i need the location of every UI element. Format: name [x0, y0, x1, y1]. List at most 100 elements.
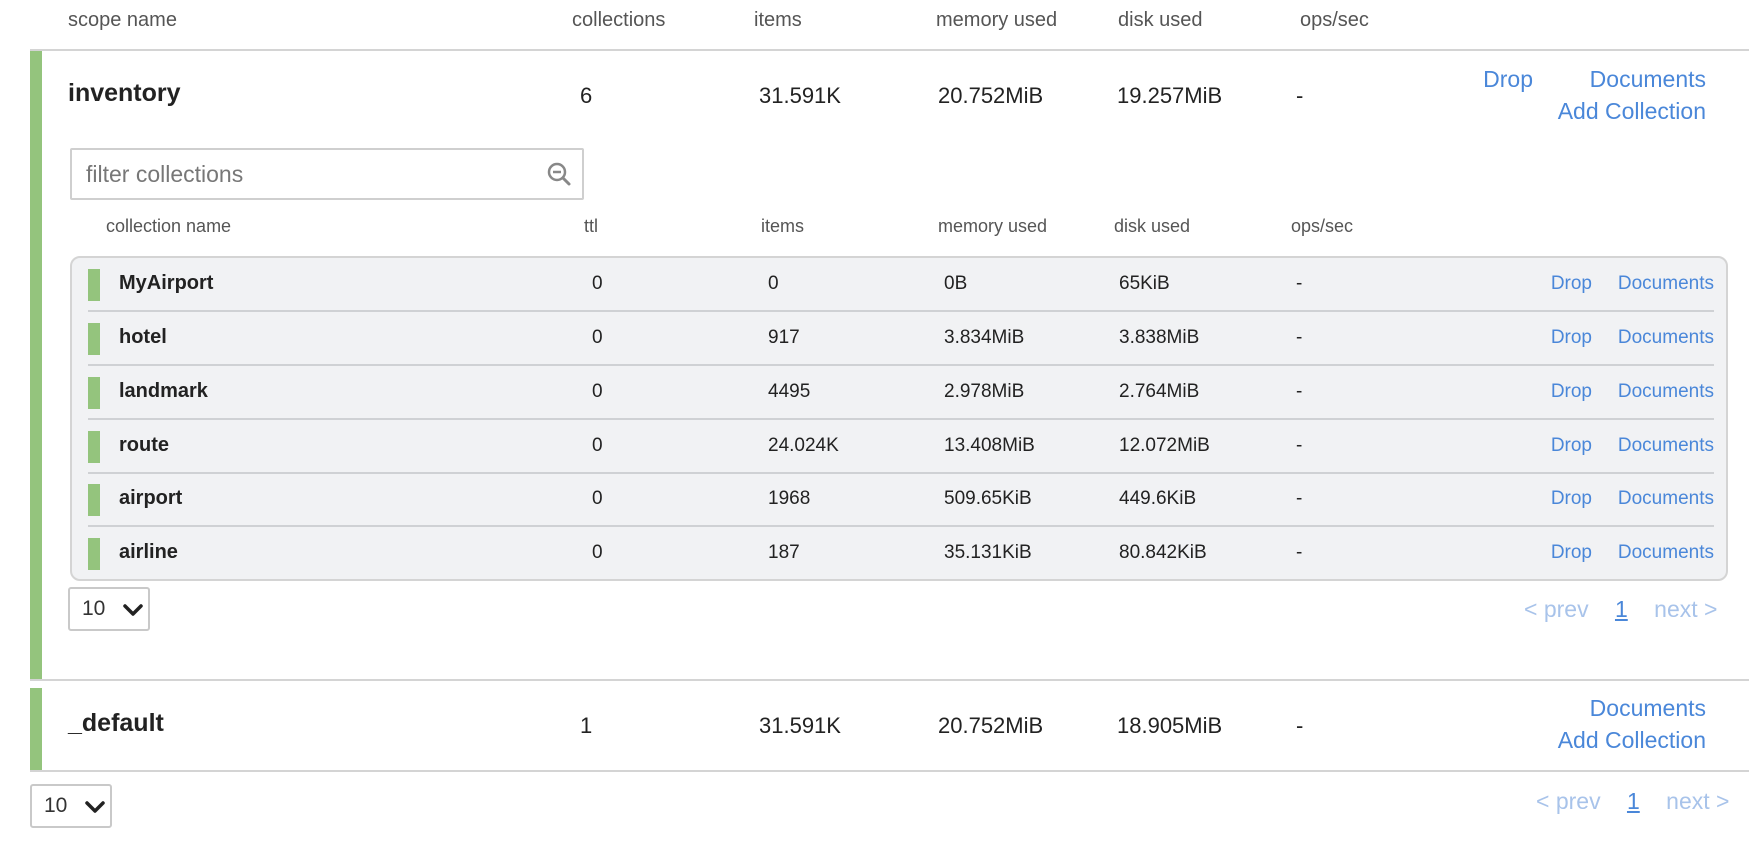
scope-ops-sec: -: [1296, 83, 1304, 108]
next-page-link[interactable]: next >: [1654, 596, 1718, 622]
page-number-link[interactable]: 1: [1614, 596, 1628, 622]
row-divider: [88, 418, 1714, 420]
collection-row: airline 0 187 35.131KiB 80.842KiB - Drop…: [88, 527, 1714, 581]
scope-memory-used: 20.752MiB: [938, 713, 1044, 738]
divider: [30, 770, 1749, 772]
header-ops-sec: ops/sec: [1300, 9, 1369, 31]
scope-status-bar: [30, 51, 42, 679]
next-page-link[interactable]: next >: [1666, 788, 1730, 814]
scope-disk-used: 18.905MiB: [1117, 713, 1223, 738]
prev-page-link[interactable]: < prev: [1524, 596, 1589, 622]
scope-page-size-select[interactable]: 10: [30, 784, 112, 828]
row-divider: [88, 525, 1714, 527]
collection-ttl: 0: [592, 327, 603, 348]
row-divider: [88, 364, 1714, 366]
collection-list: MyAirport 0 0 0B 65KiB - Drop Documents …: [70, 256, 1728, 581]
scope-items: 31.591K: [759, 713, 841, 738]
collection-status-bar: [88, 269, 100, 301]
chevron-down-icon: [85, 801, 105, 813]
add-collection-button[interactable]: Add Collection: [1557, 98, 1706, 124]
header-collections: collections: [572, 9, 666, 31]
collection-ttl: 0: [592, 435, 603, 456]
filter-collections-input[interactable]: [72, 150, 512, 198]
collection-name[interactable]: airline: [119, 541, 178, 563]
scope-collections: 1: [580, 713, 593, 738]
documents-link[interactable]: Documents: [1589, 66, 1706, 92]
add-collection-button[interactable]: Add Collection: [1557, 727, 1706, 753]
drop-scope-button[interactable]: Drop: [1483, 66, 1533, 92]
collection-ops-sec: -: [1296, 327, 1303, 348]
documents-link[interactable]: Documents: [1617, 327, 1714, 348]
collection-memory-used: 0B: [944, 273, 968, 294]
collection-name[interactable]: landmark: [119, 380, 208, 402]
scope-items: 31.591K: [759, 83, 841, 108]
collection-row: MyAirport 0 0 0B 65KiB - Drop Documents: [88, 258, 1714, 312]
collection-disk-used: 3.838MiB: [1119, 327, 1200, 348]
scope-status-bar: [30, 688, 42, 771]
drop-collection-button[interactable]: Drop: [1550, 488, 1592, 509]
collection-items: 187: [768, 542, 800, 563]
collection-name[interactable]: airport: [119, 487, 183, 509]
collection-row: airport 0 1968 509.65KiB 449.6KiB - Drop…: [88, 473, 1714, 527]
prev-page-link[interactable]: < prev: [1536, 788, 1601, 814]
header-disk-used: disk used: [1118, 9, 1203, 31]
collection-memory-used: 509.65KiB: [944, 488, 1032, 509]
collection-ops-sec: -: [1296, 488, 1303, 509]
header-memory-used: memory used: [936, 9, 1058, 31]
scope-memory-used: 20.752MiB: [938, 83, 1044, 108]
documents-link[interactable]: Documents: [1617, 435, 1714, 456]
page-size-value: 10: [44, 794, 68, 817]
collection-page-size-select[interactable]: 10: [68, 587, 150, 631]
chevron-down-icon: [123, 604, 143, 616]
scope-collections: 6: [580, 83, 593, 108]
row-divider: [88, 310, 1714, 312]
header-ops-sec: ops/sec: [1291, 216, 1354, 236]
header-scope-name: scope name: [68, 9, 177, 31]
collection-ops-sec: -: [1296, 542, 1303, 563]
documents-link[interactable]: Documents: [1617, 488, 1714, 509]
drop-collection-button[interactable]: Drop: [1550, 273, 1592, 294]
drop-collection-button[interactable]: Drop: [1550, 542, 1592, 563]
page-size-value: 10: [82, 597, 106, 620]
scope-ops-sec: -: [1296, 713, 1304, 738]
divider: [30, 49, 1749, 51]
page-number-link[interactable]: 1: [1626, 788, 1640, 814]
scope-name[interactable]: inventory: [68, 79, 181, 107]
collection-status-bar: [88, 538, 100, 570]
header-disk-used: disk used: [1114, 216, 1191, 236]
header-collection-name: collection name: [106, 216, 232, 236]
scope-name[interactable]: _default: [68, 709, 164, 737]
collection-ttl: 0: [592, 488, 603, 509]
collection-pagination: < prev 1 next >: [1524, 596, 1717, 623]
drop-collection-button[interactable]: Drop: [1550, 381, 1592, 402]
scope-disk-used: 19.257MiB: [1117, 83, 1223, 108]
collection-ttl: 0: [592, 542, 603, 563]
collection-disk-used: 12.072MiB: [1119, 435, 1210, 456]
collection-items: 917: [768, 327, 800, 348]
collection-status-bar: [88, 484, 100, 516]
collection-disk-used: 449.6KiB: [1119, 488, 1197, 509]
collection-memory-used: 2.978MiB: [944, 381, 1025, 402]
documents-link[interactable]: Documents: [1617, 381, 1714, 402]
collection-items: 1968: [768, 488, 811, 509]
collection-status-bar: [88, 323, 100, 355]
collection-name[interactable]: hotel: [119, 326, 167, 348]
collection-memory-used: 35.131KiB: [944, 542, 1032, 563]
collection-ttl: 0: [592, 273, 603, 294]
drop-collection-button[interactable]: Drop: [1550, 435, 1592, 456]
collection-name[interactable]: route: [119, 434, 169, 456]
collection-status-bar: [88, 431, 100, 463]
documents-link[interactable]: Documents: [1617, 542, 1714, 563]
search-icon[interactable]: [546, 161, 572, 187]
drop-collection-button[interactable]: Drop: [1550, 327, 1592, 348]
collection-name[interactable]: MyAirport: [119, 272, 214, 294]
collection-memory-used: 13.408MiB: [944, 435, 1035, 456]
collection-ops-sec: -: [1296, 273, 1303, 294]
collection-ttl: 0: [592, 381, 603, 402]
row-divider: [88, 472, 1714, 474]
collection-disk-used: 2.764MiB: [1119, 381, 1200, 402]
documents-link[interactable]: Documents: [1617, 273, 1714, 294]
documents-link[interactable]: Documents: [1589, 695, 1706, 721]
filter-collections-field: [70, 148, 584, 200]
divider: [30, 679, 1749, 681]
